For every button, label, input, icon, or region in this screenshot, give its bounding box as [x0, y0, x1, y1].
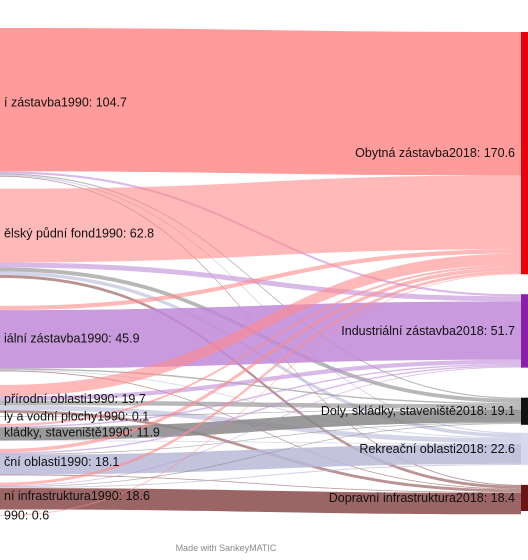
credit-text: Made with SankeyMATIC — [176, 543, 277, 553]
flow-rekr-to-doprav — [0, 474, 521, 494]
flow-obytna-to-rekr — [0, 174, 521, 434]
flow-indus-to-doly — [0, 368, 521, 405]
flow-doprav-to-doly — [0, 423, 521, 488]
target-label-rekr: Rekreační oblasti2018: 22.6 — [359, 442, 515, 456]
source-label-doly: kládky, staveniště1990: 11.9 — [4, 425, 160, 439]
flow-zemedel-to-obytna — [0, 175, 521, 263]
flow-rekr-to-obytna — [0, 267, 521, 453]
target-bar-doprav — [521, 484, 528, 512]
flow-doly-to-rekr — [0, 440, 521, 445]
target-label-doly: Doly, skládky, staveniště2018: 19.1 — [321, 404, 515, 418]
source-label-vody: ly a vodní plochy1990: 0.1 — [4, 410, 149, 424]
flow-rekr-to-indus — [0, 365, 521, 454]
source-label-indus: iální zástavba1990: 45.9 — [4, 331, 140, 345]
flow-obytna-to-doly — [0, 173, 521, 399]
target-bar-doly — [521, 397, 528, 425]
target-bar-rekr — [521, 432, 528, 465]
flow-prir-to-obytna — [0, 253, 521, 397]
target-bar-obytna — [521, 32, 528, 275]
flow-other-to-obytna — [0, 273, 521, 516]
flow-doprav-to-indus — [0, 366, 521, 487]
source-label-other: 990: 0.6 — [4, 509, 49, 523]
target-bar-indus — [521, 294, 528, 368]
flow-doly-to-indus — [0, 363, 521, 428]
flow-prir-to-doly — [0, 400, 521, 409]
flow-doprav-to-rekr — [0, 463, 521, 489]
source-label-rekr: ční oblasti1990: 18.1 — [4, 455, 119, 469]
flow-zemedel-to-indus — [0, 262, 521, 302]
source-label-zemedel: ělský půdní fond1990: 62.8 — [4, 226, 154, 240]
flows-group — [0, 28, 521, 516]
target-label-indus: Industriální zástavba2018: 51.7 — [341, 324, 515, 338]
flow-rekr-to-rekr — [0, 444, 521, 475]
flow-obytna-to-obytna — [0, 28, 521, 176]
flow-doly-to-obytna — [0, 264, 521, 427]
flow-doprav-to-doprav — [0, 488, 521, 515]
source-label-obytna: í zástavba1990: 104.7 — [4, 95, 127, 109]
flow-indus-to-obytna — [0, 249, 521, 311]
target-bars-group — [521, 32, 528, 512]
flow-prir-to-indus — [0, 359, 521, 401]
labels-group: í zástavba1990: 104.7 ělský půdní fond199… — [4, 95, 515, 522]
target-label-doprav: Dopravní infrastruktura2018: 18.4 — [329, 491, 515, 505]
target-label-obytna: Obytná zástavba2018: 170.6 — [355, 146, 515, 160]
flow-doprav-to-obytna — [0, 270, 521, 486]
flow-vody-to-doly — [0, 408, 521, 417]
flow-rekr-to-doly — [0, 422, 521, 455]
source-label-prir: přírodní oblasti1990: 19.7 — [4, 392, 146, 406]
source-label-doprav: ní infrastruktura1990: 18.6 — [4, 489, 150, 503]
flow-indus-to-indus — [0, 301, 521, 369]
